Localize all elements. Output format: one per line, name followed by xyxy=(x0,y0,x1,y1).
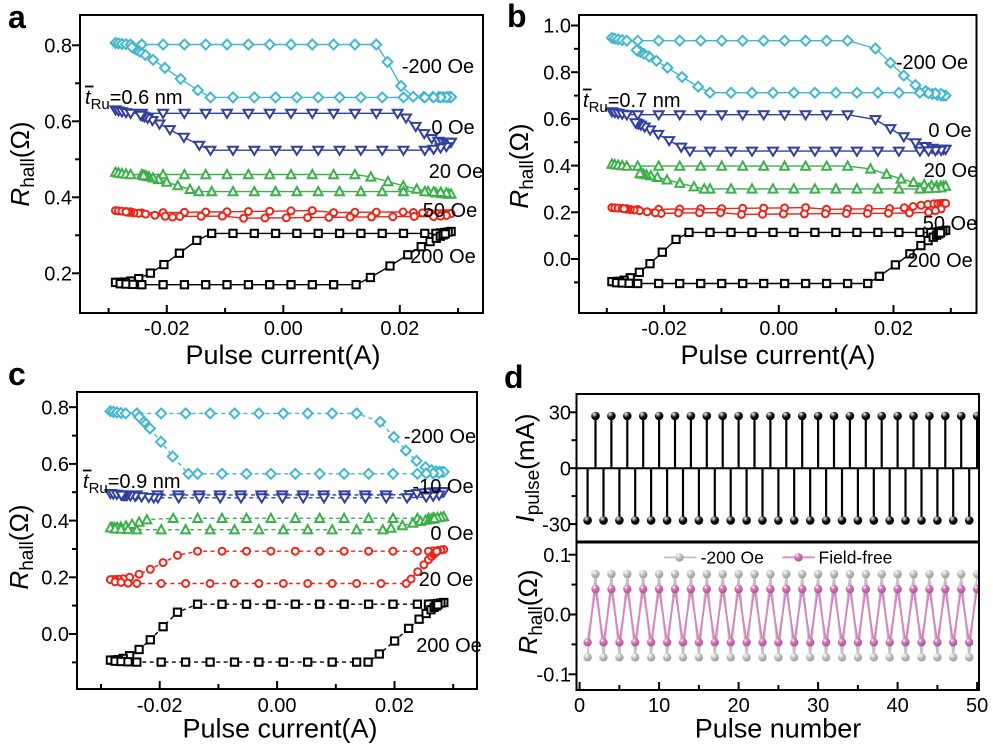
svg-text:20 Oe: 20 Oe xyxy=(924,160,978,182)
svg-text:30: 30 xyxy=(807,695,829,717)
svg-text:d: d xyxy=(504,359,524,395)
svg-text:Rhall(Ω): Rhall(Ω) xyxy=(513,569,547,654)
svg-text:-0.02: -0.02 xyxy=(144,318,190,340)
svg-text:-30: -30 xyxy=(542,514,571,536)
svg-text:20: 20 xyxy=(727,695,749,717)
svg-text:0.4: 0.4 xyxy=(41,511,69,533)
svg-text:30: 30 xyxy=(549,403,571,425)
svg-text:-0.1: -0.1 xyxy=(537,665,571,687)
svg-text:1.0: 1.0 xyxy=(543,16,571,38)
svg-text:Ipulse(mA): Ipulse(mA) xyxy=(510,414,544,523)
svg-text:0.00: 0.00 xyxy=(264,318,303,340)
svg-text:0.2: 0.2 xyxy=(44,264,72,286)
svg-text:Rhall(Ω): Rhall(Ω) xyxy=(4,504,38,589)
svg-text:200 Oe: 200 Oe xyxy=(907,250,973,272)
svg-text:b: b xyxy=(507,0,527,34)
svg-text:10: 10 xyxy=(648,695,670,717)
svg-text:Pulse current(A): Pulse current(A) xyxy=(182,714,377,744)
svg-text:-200 Oe: -200 Oe xyxy=(402,56,474,78)
svg-text:20 Oe: 20 Oe xyxy=(419,569,473,591)
svg-text:0.4: 0.4 xyxy=(543,156,571,178)
svg-text:Rhall(Ω): Rhall(Ω) xyxy=(504,123,538,208)
svg-text:0: 0 xyxy=(560,458,571,480)
svg-text:0: 0 xyxy=(574,695,585,717)
svg-text:200 Oe: 200 Oe xyxy=(410,246,476,268)
svg-text:0.1: 0.1 xyxy=(543,545,571,567)
svg-text:0.6: 0.6 xyxy=(543,109,571,131)
svg-text:-10 Oe: -10 Oe xyxy=(412,476,473,498)
svg-text:0.8: 0.8 xyxy=(41,397,69,419)
svg-text:0.2: 0.2 xyxy=(543,203,571,225)
svg-text:0.0: 0.0 xyxy=(543,605,571,627)
svg-text:0.2: 0.2 xyxy=(41,568,69,590)
svg-text:0.8: 0.8 xyxy=(543,62,571,84)
svg-text:Pulse current(A): Pulse current(A) xyxy=(680,340,875,370)
svg-text:Field-free: Field-free xyxy=(819,548,893,568)
svg-text:50: 50 xyxy=(966,695,988,717)
svg-text:Pulse current(A): Pulse current(A) xyxy=(185,340,380,370)
svg-text:50 Oe: 50 Oe xyxy=(923,213,977,235)
svg-text:0.02: 0.02 xyxy=(380,318,419,340)
svg-text:c: c xyxy=(8,356,26,392)
svg-text:a: a xyxy=(8,0,26,35)
svg-text:-0.02: -0.02 xyxy=(137,695,183,717)
svg-text:Pulse number: Pulse number xyxy=(695,714,862,744)
svg-text:0.4: 0.4 xyxy=(44,188,72,210)
svg-text:200 Oe: 200 Oe xyxy=(416,635,482,657)
svg-text:0.0: 0.0 xyxy=(41,624,69,646)
svg-text:0.0: 0.0 xyxy=(543,249,571,271)
svg-text:0.00: 0.00 xyxy=(759,318,798,340)
svg-text:0.02: 0.02 xyxy=(375,695,414,717)
svg-text:0 Oe: 0 Oe xyxy=(928,120,971,142)
svg-text:Rhall(Ω): Rhall(Ω) xyxy=(5,121,39,206)
svg-text:-0.02: -0.02 xyxy=(641,318,687,340)
svg-text:0.02: 0.02 xyxy=(874,318,913,340)
svg-text:0.6: 0.6 xyxy=(44,112,72,134)
svg-text:20 Oe: 20 Oe xyxy=(429,161,483,183)
svg-text:tRu=0.6 nm: tRu=0.6 nm xyxy=(85,87,183,113)
svg-text:0.6: 0.6 xyxy=(41,454,69,476)
svg-text:-200 Oe: -200 Oe xyxy=(701,548,764,568)
svg-text:-200 Oe: -200 Oe xyxy=(404,426,476,448)
svg-text:0 Oe: 0 Oe xyxy=(430,523,473,545)
svg-text:50 Oe: 50 Oe xyxy=(423,200,477,222)
svg-text:0.00: 0.00 xyxy=(258,695,297,717)
svg-text:0.8: 0.8 xyxy=(44,36,72,58)
svg-text:0 Oe: 0 Oe xyxy=(431,117,474,139)
svg-text:tRu=0.7 nm: tRu=0.7 nm xyxy=(583,90,681,116)
svg-text:40: 40 xyxy=(886,695,908,717)
svg-text:-200 Oe: -200 Oe xyxy=(896,52,968,74)
svg-text:tRu=0.9 nm: tRu=0.9 nm xyxy=(83,471,181,497)
